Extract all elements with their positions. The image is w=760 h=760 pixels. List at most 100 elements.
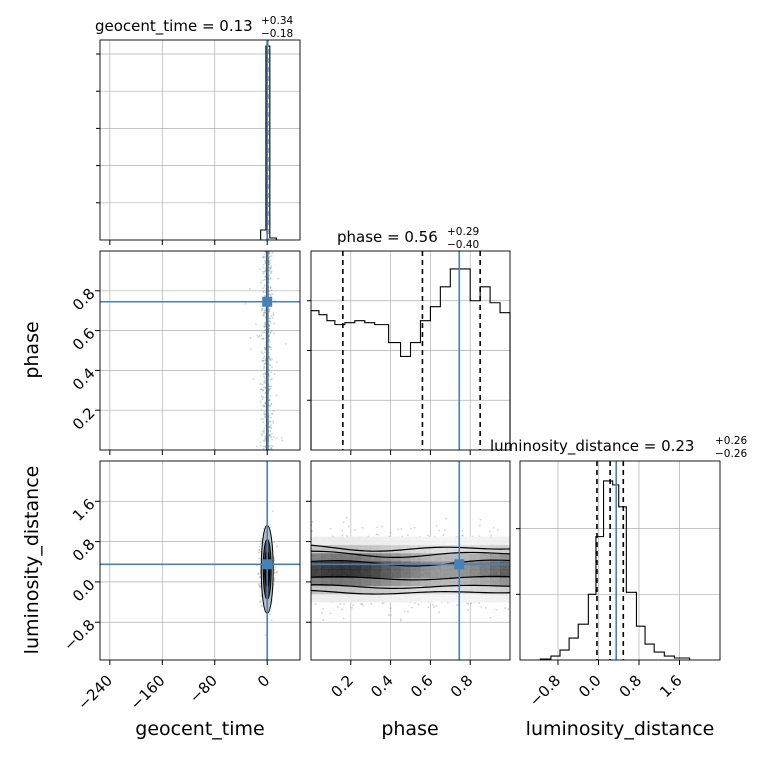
- hist-bin: [626, 592, 636, 660]
- sample-point: [269, 385, 271, 388]
- sample-point: [264, 348, 267, 351]
- x-tick-label: 0.8: [616, 672, 646, 702]
- hist-bin: [470, 301, 480, 450]
- sample-point: [261, 338, 264, 340]
- axes-frame: [519, 460, 721, 661]
- sample-point: [264, 255, 266, 258]
- sample-point: [259, 268, 261, 270]
- density-cell: [500, 577, 510, 587]
- sample-point: [261, 309, 263, 312]
- sample-point: [387, 614, 390, 616]
- sample-point: [346, 535, 349, 538]
- sample-point: [264, 312, 267, 314]
- truth-marker: [262, 559, 273, 570]
- sample-point: [347, 525, 350, 528]
- sample-point: [264, 351, 266, 354]
- sample-point: [264, 440, 266, 442]
- sample-point: [261, 307, 264, 310]
- sample-point: [270, 619, 273, 622]
- sample-points: [311, 516, 510, 622]
- sample-point: [268, 324, 270, 327]
- sample-point: [264, 403, 267, 405]
- axes-frame: [99, 250, 301, 451]
- sample-point: [343, 603, 345, 605]
- sample-point: [263, 363, 266, 366]
- hist-bin: [261, 230, 266, 240]
- sample-point: [268, 345, 271, 348]
- title-geocent-time-lower: −0.18: [261, 28, 293, 40]
- panel-luminosity-distance-histogram: −0.8 0.0 0.8 1.6: [516, 460, 721, 710]
- density-cell: [440, 585, 451, 595]
- sample-point: [268, 251, 270, 254]
- sample-point: [260, 334, 263, 337]
- density-cell: [480, 561, 491, 570]
- sample-point: [270, 416, 272, 419]
- sample-point: [389, 607, 392, 610]
- sample-point: [260, 540, 263, 543]
- density-cell: [440, 561, 451, 570]
- sample-point: [275, 571, 278, 574]
- density-cell: [430, 585, 441, 595]
- sample-point: [259, 441, 262, 444]
- sample-point: [285, 343, 288, 345]
- density-cell: [470, 536, 481, 546]
- sample-point: [255, 445, 258, 448]
- sample-point: [431, 603, 434, 606]
- density-cell: [370, 585, 382, 595]
- sample-point: [427, 534, 429, 537]
- hist-bin: [345, 323, 355, 450]
- sample-point: [417, 603, 420, 606]
- sample-point: [263, 439, 266, 441]
- density-cell: [320, 536, 332, 546]
- sample-point: [270, 265, 272, 267]
- density-cell: [470, 561, 481, 570]
- sample-point: [273, 579, 276, 582]
- density-cell: [480, 593, 491, 603]
- sample-point: [437, 529, 440, 532]
- density-contour: [311, 550, 510, 559]
- hist-bin: [365, 323, 375, 450]
- sample-point: [258, 584, 261, 587]
- y-tick-label: −0.8: [60, 616, 98, 654]
- density-cell: [420, 544, 431, 554]
- sample-point: [397, 528, 400, 531]
- sample-point: [256, 334, 259, 337]
- sample-point: [264, 316, 267, 319]
- sample-point: [261, 605, 263, 608]
- sample-point: [269, 359, 272, 362]
- sample-point: [261, 398, 264, 401]
- sample-point: [427, 606, 430, 609]
- sample-point: [461, 534, 464, 537]
- sample-point: [262, 396, 265, 399]
- density-cell: [320, 569, 332, 578]
- sample-point: [270, 330, 273, 333]
- density-cell: [400, 577, 411, 587]
- density-cell: [480, 552, 491, 562]
- sample-point: [271, 412, 274, 415]
- sample-point: [268, 355, 271, 358]
- y-tick-label: 0.8: [69, 285, 99, 315]
- sample-point: [264, 435, 267, 437]
- sample-point: [268, 310, 271, 313]
- sample-point: [262, 290, 265, 293]
- sample-point: [268, 388, 270, 391]
- density-cell: [390, 544, 401, 554]
- sample-point: [264, 424, 267, 427]
- hist-bin: [420, 321, 430, 450]
- sample-point: [269, 265, 271, 268]
- axes-frame: [310, 250, 511, 451]
- density-cell: [350, 552, 362, 562]
- sample-point: [268, 293, 271, 296]
- sample-point: [261, 331, 264, 334]
- sample-point: [273, 559, 275, 562]
- x-tick-label: 1.6: [656, 672, 686, 702]
- density-cell: [430, 577, 441, 587]
- sample-point: [478, 602, 480, 605]
- sample-point: [271, 366, 273, 369]
- sample-point: [262, 270, 264, 273]
- density-cell: [320, 561, 332, 570]
- sample-point: [269, 394, 272, 397]
- hist-bin: [327, 321, 335, 450]
- density-cell: [380, 569, 391, 578]
- sample-point: [270, 447, 273, 450]
